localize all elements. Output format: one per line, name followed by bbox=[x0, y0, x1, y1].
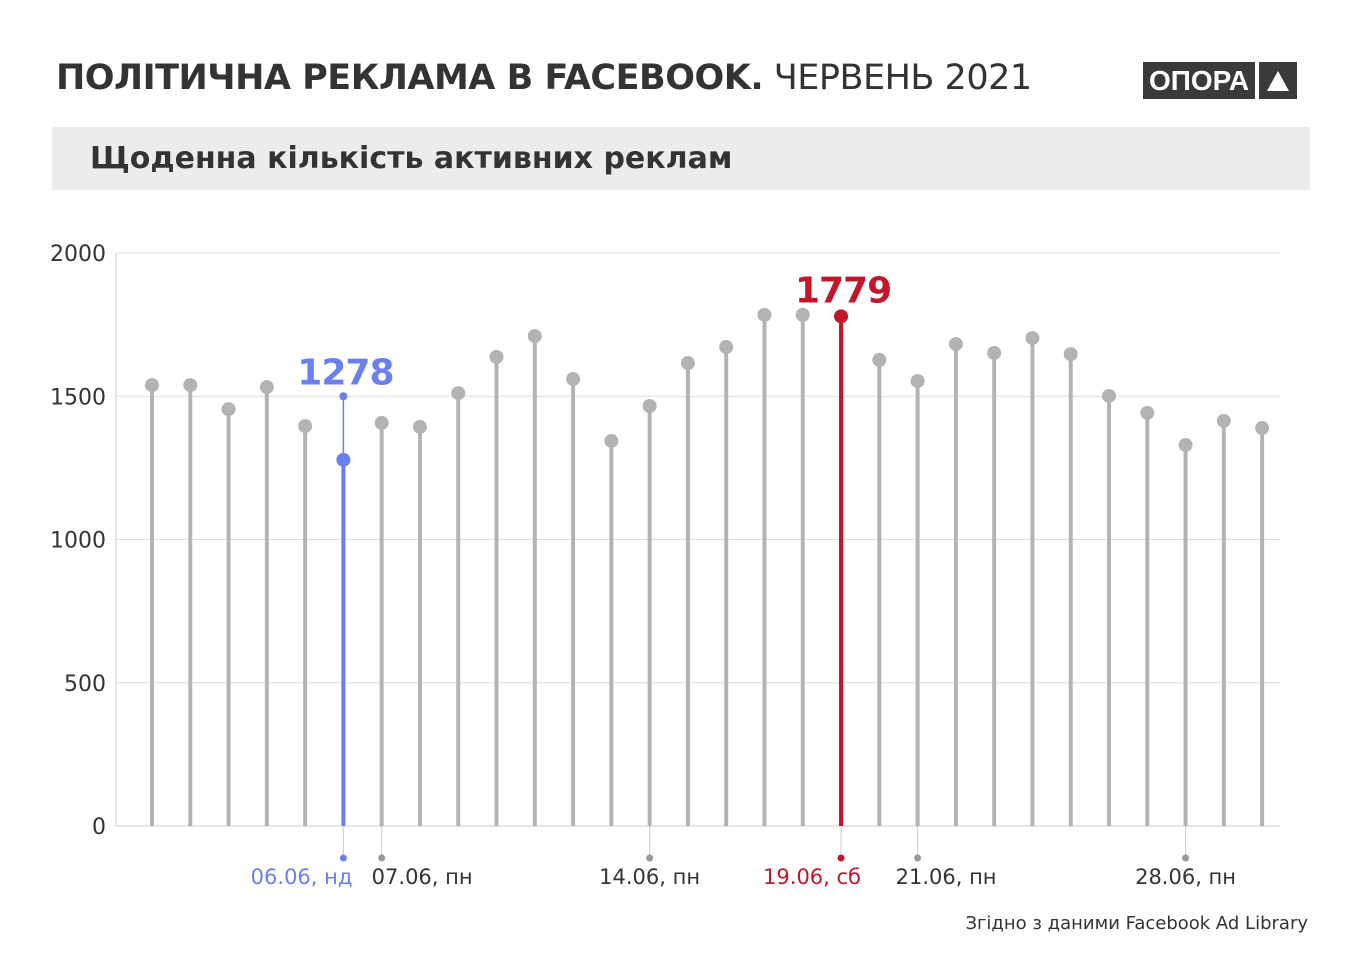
lollipop-dot bbox=[1216, 413, 1231, 428]
lollipop-dot bbox=[795, 307, 810, 322]
chart-subtitle: Щоденна кількість активних реклам bbox=[90, 141, 733, 176]
x-tick-dot bbox=[1182, 854, 1190, 862]
lollipop-dot bbox=[1102, 388, 1116, 403]
lollipop-dot bbox=[527, 329, 542, 344]
y-tick-label: 2000 bbox=[50, 242, 106, 267]
x-tick-dot bbox=[914, 854, 922, 862]
lollipop-dot bbox=[412, 419, 427, 434]
lollipop-dot bbox=[374, 415, 389, 430]
lollipop-dot bbox=[834, 309, 849, 324]
lollipop-dot bbox=[872, 352, 887, 367]
y-tick-label: 1500 bbox=[50, 385, 106, 410]
x-tick-label: 28.06, пн bbox=[1135, 865, 1236, 889]
x-tick-dot bbox=[339, 854, 347, 862]
lollipop-dot bbox=[1255, 421, 1270, 436]
subtitle-bar: Щоденна кількість активних реклам bbox=[52, 127, 1310, 190]
lollipop-dot bbox=[1025, 331, 1040, 346]
lollipop-dot bbox=[489, 349, 504, 364]
lollipop-dot bbox=[757, 307, 772, 322]
x-tick-label: 14.06, пн bbox=[599, 865, 700, 889]
lollipop-dot bbox=[1178, 437, 1193, 452]
lollipop-dot bbox=[604, 433, 619, 448]
lollipop-dot bbox=[680, 356, 695, 371]
logo: ОПОРА bbox=[1143, 62, 1298, 99]
page-title: ПОЛІТИЧНА РЕКЛАМА В FACEBOOK. ЧЕРВЕНЬ 20… bbox=[56, 58, 1032, 98]
x-tick-label: 06.06, нд bbox=[251, 865, 353, 889]
title-period: ЧЕРВЕНЬ 2021 bbox=[773, 58, 1032, 98]
data-label: 1278 bbox=[297, 352, 393, 393]
lollipop-dot bbox=[221, 402, 236, 417]
source-note: Згідно з даними Facebook Ad Library bbox=[965, 913, 1308, 934]
lollipop-dot bbox=[948, 337, 963, 352]
lollipop-dot bbox=[642, 398, 657, 413]
lollipop-dot bbox=[1140, 405, 1155, 420]
x-tick-label: 19.06, сб bbox=[763, 865, 861, 889]
lollipop-dot bbox=[566, 372, 581, 387]
y-tick-label: 1000 bbox=[50, 529, 106, 554]
x-tick-dot bbox=[646, 854, 654, 862]
lollipop-dot bbox=[259, 380, 274, 395]
x-tick-label: 21.06, пн bbox=[896, 865, 997, 889]
lollipop-dot bbox=[910, 374, 925, 389]
lollipop-dot bbox=[451, 386, 466, 401]
x-tick-dot bbox=[378, 854, 386, 862]
y-tick-label: 0 bbox=[92, 815, 106, 840]
triangle-up-icon bbox=[1259, 62, 1298, 99]
lollipop-dot bbox=[719, 339, 734, 354]
lollipop-dot bbox=[1063, 347, 1078, 362]
title-bold: ПОЛІТИЧНА РЕКЛАМА В FACEBOOK. bbox=[56, 58, 764, 98]
lollipop-dot bbox=[298, 419, 313, 434]
logo-text: ОПОРА bbox=[1143, 62, 1256, 99]
y-tick-label: 500 bbox=[64, 672, 106, 697]
lollipop-dot bbox=[987, 345, 1002, 360]
annotation-leader-dot bbox=[339, 392, 348, 401]
x-tick-dot bbox=[837, 854, 845, 862]
lollipop-dot bbox=[183, 378, 198, 393]
lollipop-dot bbox=[145, 378, 159, 393]
data-label: 1779 bbox=[795, 270, 891, 311]
x-tick-label: 07.06, пн bbox=[372, 865, 473, 889]
